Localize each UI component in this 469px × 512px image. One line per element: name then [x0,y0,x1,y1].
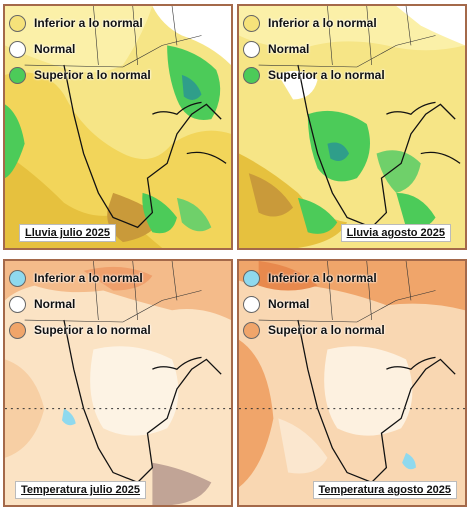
legend-swatch-below [9,14,26,32]
legend-label-normal: Normal [268,42,310,56]
legend-row-above: Superior a lo normal [243,62,385,88]
legend-swatch-normal [243,295,260,313]
legend-row-normal: Normal [9,36,151,62]
legend-swatch-below [9,269,26,287]
rain-july-panel: Inferior a lo normal Normal Superior a l… [3,4,233,250]
legend-swatch-below [243,269,260,287]
legend-label-normal: Normal [268,297,310,311]
temp-august-map [239,261,465,505]
legend-label-below: Inferior a lo normal [268,271,377,285]
rain-august-panel: Inferior a lo normal Normal Superior a l… [237,4,467,250]
legend-label-normal: Normal [34,297,76,311]
legend-swatch-below [243,14,260,32]
legend-swatch-above [9,66,26,84]
legend-label-normal: Normal [34,42,76,56]
legend-row-below: Inferior a lo normal [243,265,385,291]
temp-august-panel: Inferior a lo normal Normal Superior a l… [237,259,467,507]
rain-july-caption: Lluvia julio 2025 [19,224,116,242]
legend-row-below: Inferior a lo normal [9,265,151,291]
legend-swatch-above [243,66,260,84]
legend-label-above: Superior a lo normal [34,68,151,82]
rain-august-caption: Lluvia agosto 2025 [340,224,451,242]
legend-label-above: Superior a lo normal [268,323,385,337]
legend-label-below: Inferior a lo normal [34,271,143,285]
temp-july-panel: Inferior a lo normal Normal Superior a l… [3,259,233,507]
temp-august-caption: Temperatura agosto 2025 [312,481,457,499]
legend-row-above: Superior a lo normal [9,62,151,88]
temp-july-caption: Temperatura julio 2025 [15,481,147,499]
legend-row-above: Superior a lo normal [9,317,151,343]
legend-label-below: Inferior a lo normal [268,16,377,30]
legend-swatch-above [243,321,260,339]
temp-july-legend: Inferior a lo normal Normal Superior a l… [9,265,151,343]
rain-august-map [239,6,465,248]
legend-label-below: Inferior a lo normal [34,16,143,30]
legend-swatch-normal [9,40,26,58]
legend-row-below: Inferior a lo normal [9,10,151,36]
temp-august-legend: Inferior a lo normal Normal Superior a l… [243,265,385,343]
rain-august-legend: Inferior a lo normal Normal Superior a l… [243,10,385,88]
temp-july-map [5,261,231,505]
legend-swatch-normal [9,295,26,313]
legend-label-above: Superior a lo normal [34,323,151,337]
legend-label-above: Superior a lo normal [268,68,385,82]
rain-july-legend: Inferior a lo normal Normal Superior a l… [9,10,151,88]
legend-row-normal: Normal [243,291,385,317]
legend-swatch-normal [243,40,260,58]
legend-row-normal: Normal [243,36,385,62]
legend-row-normal: Normal [9,291,151,317]
legend-row-above: Superior a lo normal [243,317,385,343]
legend-swatch-above [9,321,26,339]
legend-row-below: Inferior a lo normal [243,10,385,36]
